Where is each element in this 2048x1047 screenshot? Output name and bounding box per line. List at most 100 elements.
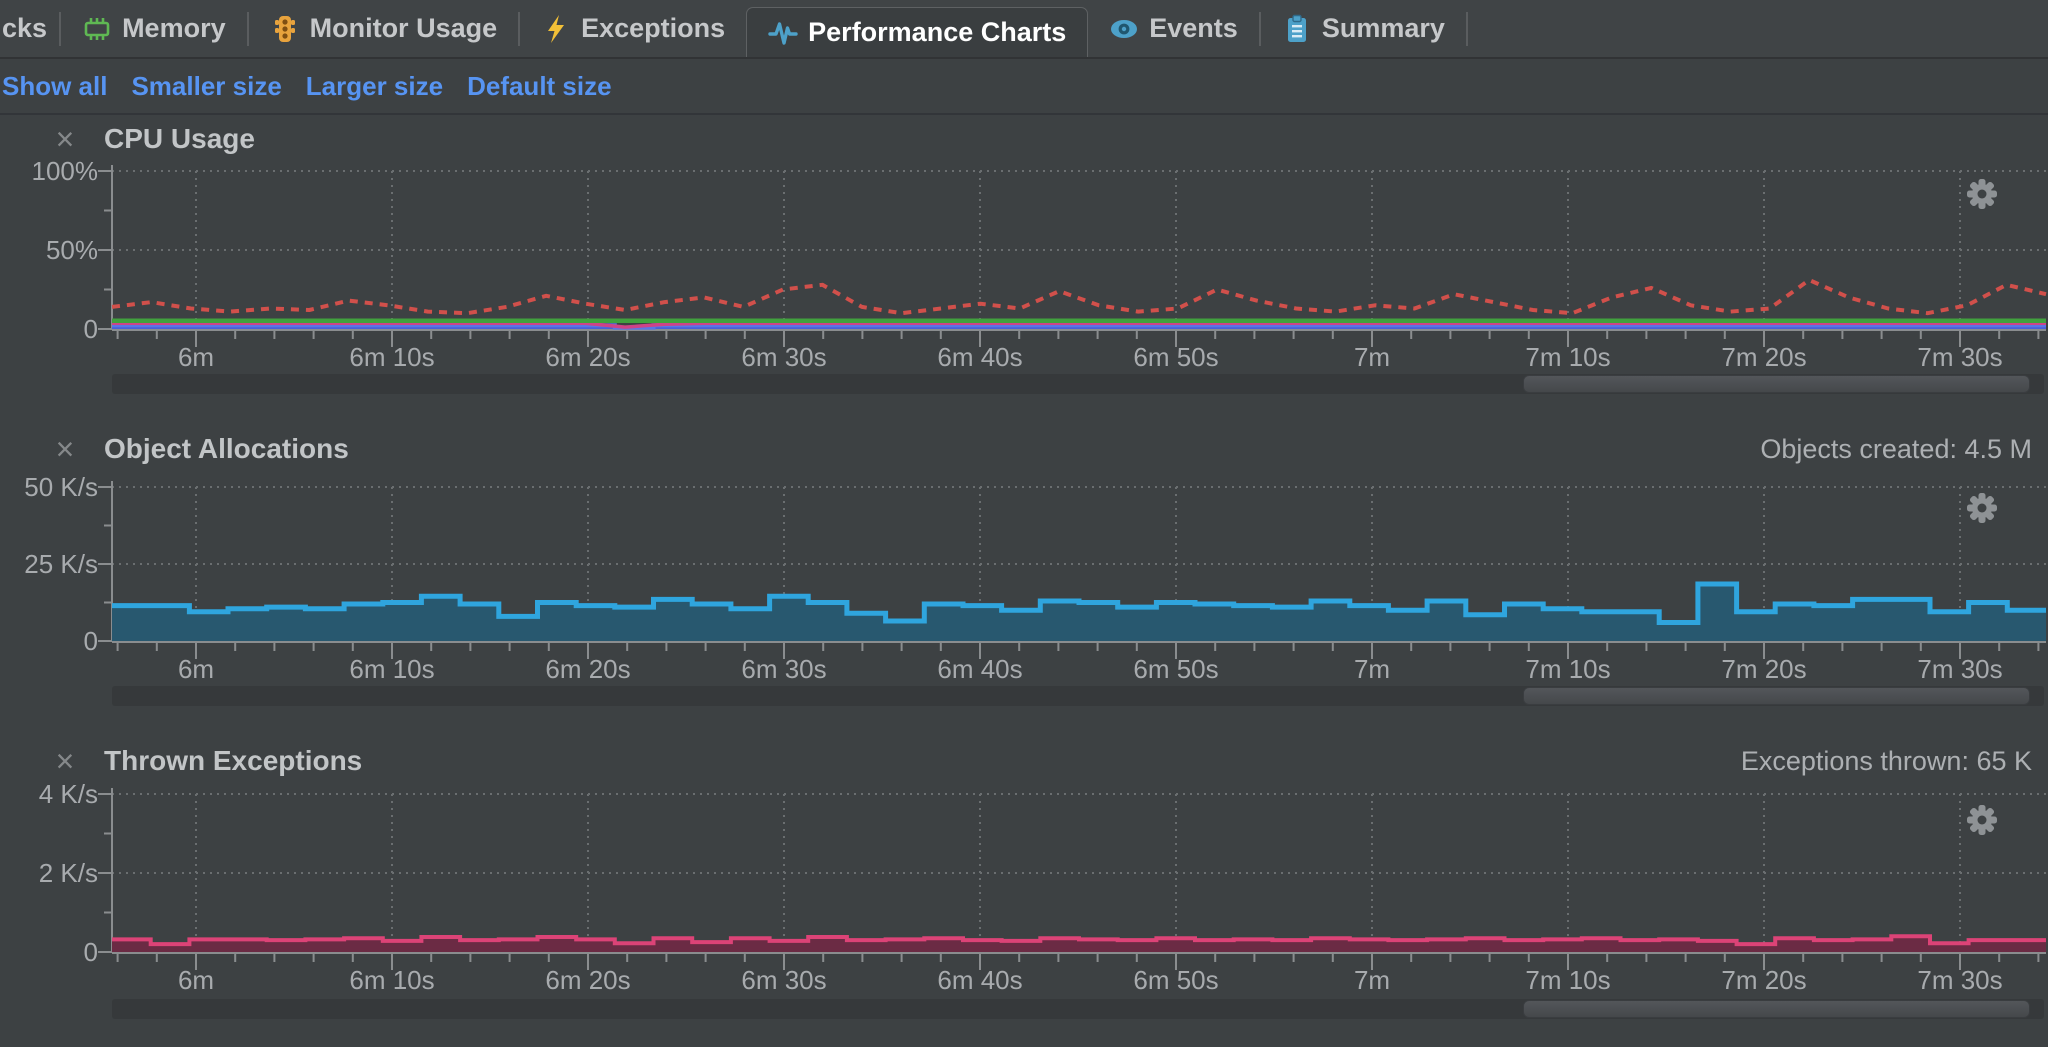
svg-text:7m 10s: 7m 10s: [1525, 342, 1610, 372]
tab-partial-locks[interactable]: cks: [0, 0, 59, 57]
svg-text:50%: 50%: [46, 235, 98, 265]
svg-text:0: 0: [84, 314, 98, 344]
tab-separator: [59, 11, 62, 46]
magenta-line: [112, 321, 2046, 329]
svg-text:6m: 6m: [178, 342, 214, 372]
memory-icon: [84, 17, 110, 40]
scrollbar-thumb[interactable]: [1523, 1000, 2030, 1018]
scrollbar-thumb[interactable]: [1523, 375, 2030, 393]
svg-text:6m 30s: 6m 30s: [741, 342, 826, 372]
svg-text:6m 30s: 6m 30s: [741, 654, 826, 684]
svg-text:7m 10s: 7m 10s: [1525, 965, 1610, 995]
svg-text:7m 30s: 7m 30s: [1917, 965, 2002, 995]
exceptions-step-area-fill: [112, 936, 2046, 952]
close-icon[interactable]: ×: [55, 743, 75, 779]
allocations-step-area-fill: [112, 584, 2046, 641]
svg-text:2 K/s: 2 K/s: [39, 858, 98, 888]
tab-events[interactable]: Events: [1088, 0, 1259, 57]
tab-label: Summary: [1321, 13, 1445, 43]
eye-icon: [1111, 19, 1138, 38]
objects-created-stat: Objects created: 4.5 M: [1760, 434, 2032, 464]
svg-text:7m: 7m: [1354, 342, 1390, 372]
red-dotted-line: [111, 278, 2047, 316]
scrollbar-thumb[interactable]: [1523, 687, 2030, 705]
svg-text:25 K/s: 25 K/s: [24, 549, 98, 579]
show-all-link[interactable]: Show all: [2, 70, 108, 101]
panel-title: Object Allocations: [104, 433, 349, 464]
svg-text:7m 10s: 7m 10s: [1525, 654, 1610, 684]
svg-text:7m: 7m: [1354, 965, 1390, 995]
allocations-settings-button[interactable]: [1962, 488, 2002, 528]
tab-performance-charts[interactable]: Performance Charts: [746, 7, 1089, 57]
lightning-icon: [548, 14, 565, 43]
svg-text:6m 50s: 6m 50s: [1133, 342, 1218, 372]
gridlines: [112, 486, 2046, 641]
cpu-hscrollbar[interactable]: [112, 374, 2044, 394]
clipboard-icon: [1287, 14, 1306, 42]
svg-text:6m 10s: 6m 10s: [349, 654, 434, 684]
svg-text:100%: 100%: [32, 156, 99, 186]
svg-text:6m 20s: 6m 20s: [545, 965, 630, 995]
tab-separator: [1258, 11, 1261, 46]
pulse-icon: [768, 21, 798, 45]
panel-title: CPU Usage: [104, 123, 255, 154]
default-size-link[interactable]: Default size: [467, 70, 612, 101]
exceptions-thrown-stat: Exceptions thrown: 65 K: [1740, 746, 2032, 776]
svg-text:50 K/s: 50 K/s: [24, 472, 98, 502]
svg-text:4 K/s: 4 K/s: [39, 779, 98, 809]
gear-icon: [1967, 179, 1997, 209]
tab-summary[interactable]: Summary: [1261, 0, 1466, 57]
cpu-settings-button[interactable]: [1962, 174, 2002, 214]
close-icon[interactable]: ×: [55, 121, 75, 157]
gear-icon: [1967, 493, 1997, 523]
tab-label: Events: [1149, 13, 1238, 43]
svg-text:6m: 6m: [178, 654, 214, 684]
cpu-usage-header: × CPU Usage: [0, 120, 2048, 158]
object-allocations-header: × Object Allocations Objects created: 4.…: [0, 430, 2048, 468]
tab-label: cks: [2, 13, 48, 43]
svg-text:7m 20s: 7m 20s: [1721, 342, 1806, 372]
gear-icon: [1967, 805, 1997, 835]
exceptions-settings-button[interactable]: [1962, 800, 2002, 840]
svg-text:7m 20s: 7m 20s: [1721, 654, 1806, 684]
svg-text:7m 30s: 7m 30s: [1917, 342, 2002, 372]
axes: [98, 481, 2046, 659]
y-axis-labels: 4 K/s 2 K/s 0: [39, 779, 98, 967]
tab-exceptions[interactable]: Exceptions: [520, 0, 746, 57]
y-axis-labels: 50 K/s 25 K/s 0: [24, 472, 98, 656]
svg-text:6m 40s: 6m 40s: [937, 965, 1022, 995]
svg-text:6m 50s: 6m 50s: [1133, 654, 1218, 684]
svg-text:6m 40s: 6m 40s: [937, 654, 1022, 684]
axes: [98, 165, 2046, 347]
blue-area: [112, 323, 2046, 330]
exceptions-hscrollbar[interactable]: [112, 999, 2044, 1019]
x-axis-labels: 6m 6m 10s 6m 20s 6m 30s 6m 40s 6m 50s 7m 7m 10s…: [178, 965, 2003, 995]
tab-label: Monitor Usage: [309, 13, 498, 43]
svg-text:6m 40s: 6m 40s: [937, 342, 1022, 372]
svg-text:6m 10s: 6m 10s: [349, 342, 434, 372]
svg-text:7m 20s: 7m 20s: [1721, 965, 1806, 995]
panel-title: Thrown Exceptions: [104, 745, 363, 776]
tab-separator: [1465, 11, 1468, 46]
cpu-usage-plot: 100% 50% 0 6m 6m 10s 6m 20s 6m 30s 6m 40s 6m 50s…: [32, 156, 2047, 372]
exceptions-step-area: [112, 934, 2046, 947]
tab-memory[interactable]: Memory: [61, 0, 247, 57]
tab-label: Performance Charts: [808, 17, 1067, 47]
svg-text:7m 30s: 7m 30s: [1917, 654, 2002, 684]
chart-toolbar: Show all Smaller size Larger size Defaul…: [0, 61, 612, 111]
svg-text:6m 50s: 6m 50s: [1133, 965, 1218, 995]
svg-text:0: 0: [84, 937, 98, 967]
allocations-hscrollbar[interactable]: [112, 686, 2044, 706]
smaller-size-link[interactable]: Smaller size: [131, 70, 282, 101]
close-icon[interactable]: ×: [55, 431, 75, 467]
svg-text:6m: 6m: [178, 965, 214, 995]
larger-size-link[interactable]: Larger size: [305, 70, 444, 101]
svg-text:6m 30s: 6m 30s: [741, 965, 826, 995]
svg-text:7m: 7m: [1354, 654, 1390, 684]
tab-monitor-usage[interactable]: Monitor Usage: [249, 0, 519, 57]
thrown-exceptions-plot: 4 K/s 2 K/s 0 6m 6m 10s 6m 20s 6m 30s 6m 40s 6m …: [39, 779, 2046, 995]
gridlines: [112, 170, 2046, 329]
x-axis-labels: 6m 6m 10s 6m 20s 6m 30s 6m 40s 6m 50s 7m 7m 10s…: [178, 654, 2003, 684]
gridlines: [112, 793, 2046, 952]
tab-bar: cks Memory Monitor Usage E: [0, 0, 2048, 59]
